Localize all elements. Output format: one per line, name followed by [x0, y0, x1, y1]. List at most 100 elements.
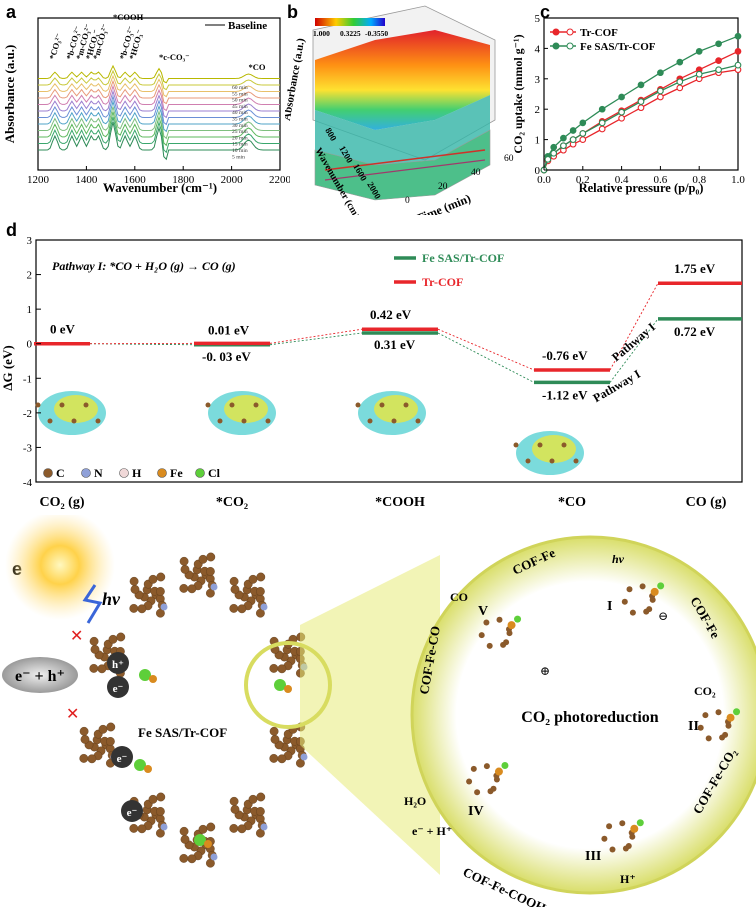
- x-tick-label: 2000: [221, 174, 244, 186]
- atom-carbon: [255, 608, 265, 618]
- data-point: [579, 119, 587, 127]
- time-label: 30 min: [232, 123, 248, 129]
- x-tick-label: 1.0: [731, 174, 745, 186]
- category-label: *COOH: [375, 495, 425, 510]
- atom-carbon: [205, 858, 215, 868]
- atom-carbon: [206, 822, 216, 832]
- spectrum-60-min: [38, 121, 280, 161]
- data-point: [734, 48, 742, 55]
- legend-d: Fe SAS/Tr-COF Tr-COF: [394, 251, 504, 289]
- y-tick-label: 0: [535, 165, 541, 177]
- time-label: 35 min: [232, 117, 248, 123]
- legend-label: Tr-COF: [580, 27, 618, 39]
- atom-carbon: [129, 823, 139, 833]
- atom-carbon: [269, 753, 279, 763]
- energy-connector: [437, 328, 535, 371]
- atom-c: [525, 458, 531, 464]
- atom-carbon: [179, 556, 189, 566]
- time-label: 45 min: [232, 104, 248, 110]
- center-title: CO₂ photoreduction: [521, 709, 659, 726]
- floor-line-1: [324, 149, 486, 171]
- atom-marker: [43, 468, 53, 478]
- atom-carbon: [87, 754, 97, 764]
- atom-carbon: [237, 824, 247, 834]
- atom-carbon: [198, 554, 208, 564]
- x-tick-label: 0.0: [537, 174, 551, 186]
- step-label: II: [688, 719, 699, 734]
- atom-carbon: [474, 789, 481, 796]
- material-label: Fe SAS/Tr-COF: [138, 725, 227, 740]
- panel-e-scheme: e hv e⁻ + h⁺ ✕ ✕ h⁺ e⁻ e⁻ e⁻ Fe SAS/Tr-C…: [2, 515, 756, 907]
- atom-carbon: [179, 584, 189, 593]
- pathway-label: Pathway I: [591, 367, 644, 405]
- data-point: [676, 58, 684, 66]
- atom-c: [513, 442, 519, 448]
- plot-frame-d: [35, 239, 743, 483]
- step-label: IV: [468, 804, 484, 819]
- atom-iron: [149, 675, 157, 683]
- atom-carbon: [155, 608, 165, 618]
- data-point: [715, 57, 722, 64]
- data-point: [618, 108, 625, 116]
- atom-carbon: [705, 735, 712, 742]
- atom-carbon: [496, 616, 503, 623]
- atom-c: [71, 418, 77, 424]
- atom-carbon: [702, 712, 709, 719]
- data-point: [550, 143, 558, 151]
- atom-carbon: [277, 754, 287, 764]
- category-labels: CO₂ (g) *CO₂ *COOH *CO CO (g): [39, 495, 726, 510]
- atom-c: [217, 418, 223, 424]
- time-label: 40 min: [232, 110, 248, 116]
- legend-label: Tr-COF: [422, 275, 463, 289]
- atom-carbon: [229, 604, 239, 613]
- lightning-icon: [82, 584, 103, 624]
- atom-chlorine: [657, 582, 665, 590]
- atom-carbon: [187, 854, 197, 864]
- atom-carbon: [629, 609, 636, 616]
- positive-charge: ⊕: [540, 664, 550, 678]
- atom-c: [403, 402, 409, 408]
- y-tick-label: -2: [23, 408, 32, 420]
- time-label: 20 min: [232, 135, 248, 141]
- x-tick-label: 1400: [75, 174, 98, 186]
- data-point: [569, 136, 577, 143]
- species-label: hv: [612, 552, 625, 566]
- data-point: [734, 61, 742, 69]
- atom-nitrogen: [260, 823, 268, 831]
- atom-carbon: [715, 709, 722, 716]
- energy-profile: 0 eV 0.01 eV -0. 03 eV 0.42 eV 0.31 eV -0.76 …: [34, 261, 742, 475]
- electron-bubble-1: [107, 676, 129, 698]
- spectra-curves: [38, 64, 280, 161]
- y-tick-label: -1: [23, 373, 32, 385]
- atom-carbon: [626, 586, 633, 593]
- atom-iron: [204, 840, 212, 848]
- atom-c: [561, 442, 567, 448]
- cross-bottom-icon: ✕: [66, 706, 79, 723]
- atom-c: [205, 402, 211, 408]
- atom-c: [241, 418, 247, 424]
- atom-chlorine: [733, 708, 741, 716]
- legend-label: Fe SAS/Tr-COF: [580, 41, 656, 53]
- data-point: [676, 78, 684, 86]
- data-point: [579, 136, 587, 143]
- data-point: [618, 114, 625, 122]
- atom-nitrogen: [160, 603, 168, 611]
- atom-carbon: [697, 724, 704, 731]
- y-tick-label: 3: [27, 235, 33, 247]
- atom-c: [95, 418, 101, 424]
- time-label: 10 min: [232, 148, 248, 154]
- category-label: *CO₂: [216, 495, 248, 510]
- category-label: *CO: [558, 495, 586, 510]
- atom-c: [537, 442, 543, 448]
- colorbar-label-3: -0.3550: [365, 29, 388, 38]
- panel-label-b: b: [287, 2, 298, 22]
- peak-label: *CO₃²⁻: [47, 32, 64, 60]
- time-ticks: 0 20 40 60: [405, 154, 514, 206]
- atom-carbon: [470, 765, 477, 772]
- data-point: [598, 105, 606, 113]
- y-tick-label: 4: [535, 43, 541, 55]
- atom-carbon: [248, 794, 258, 804]
- atom-carbon: [129, 604, 139, 613]
- peak-labels: *CO₃²⁻ *b-CO₃²⁻*m-CO₃²⁻*HCO₃⁻*m-CO₃²⁻*COO…: [47, 12, 266, 72]
- atom-carbon: [205, 588, 215, 598]
